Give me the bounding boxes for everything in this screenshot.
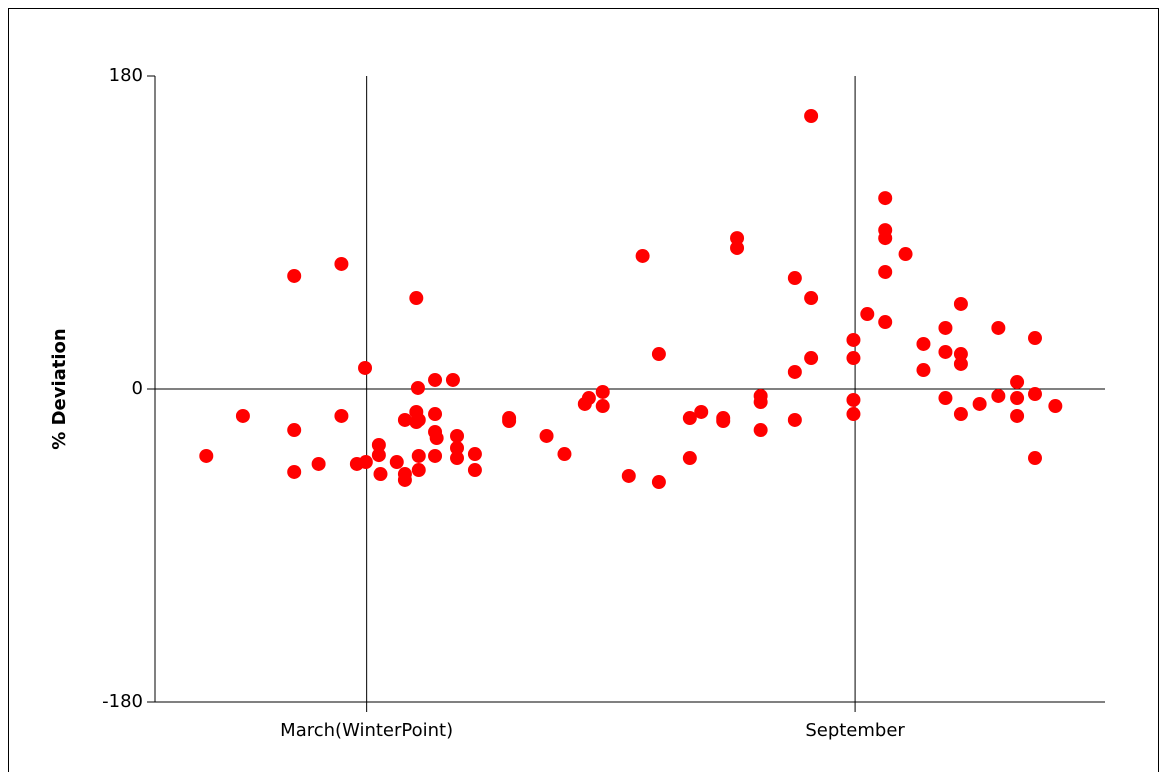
point	[450, 451, 465, 466]
point	[287, 423, 302, 438]
point	[846, 407, 861, 422]
point	[787, 412, 802, 427]
point	[1027, 387, 1042, 402]
point	[878, 231, 893, 246]
point	[846, 392, 861, 407]
x-tick-label: September	[805, 720, 905, 741]
point	[311, 456, 326, 471]
point	[898, 247, 913, 262]
point	[581, 391, 596, 406]
y-tick-label: 180	[109, 65, 143, 86]
point	[787, 364, 802, 379]
chart-border	[8, 8, 1159, 772]
point	[953, 407, 968, 422]
point	[595, 384, 610, 399]
point	[716, 413, 731, 428]
point	[1010, 391, 1025, 406]
point	[860, 307, 875, 322]
point	[953, 356, 968, 371]
point	[450, 428, 465, 443]
point	[334, 256, 349, 271]
point	[916, 336, 931, 351]
y-tick-label: -180	[102, 691, 143, 712]
point	[651, 347, 666, 362]
point	[445, 372, 460, 387]
point	[334, 408, 349, 423]
point	[557, 447, 572, 462]
point	[730, 231, 745, 246]
point	[411, 448, 426, 463]
point	[371, 448, 386, 463]
point	[938, 391, 953, 406]
point	[287, 464, 302, 479]
point	[804, 291, 819, 306]
point	[467, 463, 482, 478]
point	[397, 472, 412, 487]
point	[787, 271, 802, 286]
y-tick-label: 0	[132, 378, 143, 399]
point	[411, 412, 426, 427]
point	[682, 451, 697, 466]
point	[991, 320, 1006, 335]
point	[397, 412, 412, 427]
point	[410, 380, 425, 395]
point	[804, 108, 819, 123]
point	[235, 408, 250, 423]
point	[916, 363, 931, 378]
point	[1027, 331, 1042, 346]
point	[878, 315, 893, 330]
point	[502, 413, 517, 428]
point	[730, 240, 745, 255]
point	[651, 475, 666, 490]
point	[539, 428, 554, 443]
point	[358, 360, 373, 375]
point	[595, 399, 610, 414]
point	[428, 372, 443, 387]
point	[371, 437, 386, 452]
point	[972, 396, 987, 411]
point	[389, 455, 404, 470]
point	[846, 332, 861, 347]
point	[846, 351, 861, 366]
point	[1010, 375, 1025, 390]
point	[938, 320, 953, 335]
point	[938, 344, 953, 359]
point	[429, 431, 444, 446]
point	[878, 264, 893, 279]
x-tick-label: March(WinterPoint)	[280, 720, 453, 741]
y-axis-label: % Deviation	[49, 328, 70, 449]
point	[1010, 408, 1025, 423]
point	[1048, 399, 1063, 414]
point	[409, 291, 424, 306]
point	[450, 440, 465, 455]
point	[428, 407, 443, 422]
point	[753, 423, 768, 438]
point	[199, 448, 214, 463]
point	[694, 404, 709, 419]
point	[635, 248, 650, 263]
point	[953, 347, 968, 362]
point	[411, 463, 426, 478]
point	[287, 268, 302, 283]
point	[753, 395, 768, 410]
point	[682, 411, 697, 426]
point	[467, 447, 482, 462]
point	[804, 351, 819, 366]
point	[878, 191, 893, 206]
point	[358, 455, 373, 470]
point	[428, 448, 443, 463]
point	[953, 296, 968, 311]
point	[621, 468, 636, 483]
point	[991, 388, 1006, 403]
point	[1027, 451, 1042, 466]
point	[373, 467, 388, 482]
